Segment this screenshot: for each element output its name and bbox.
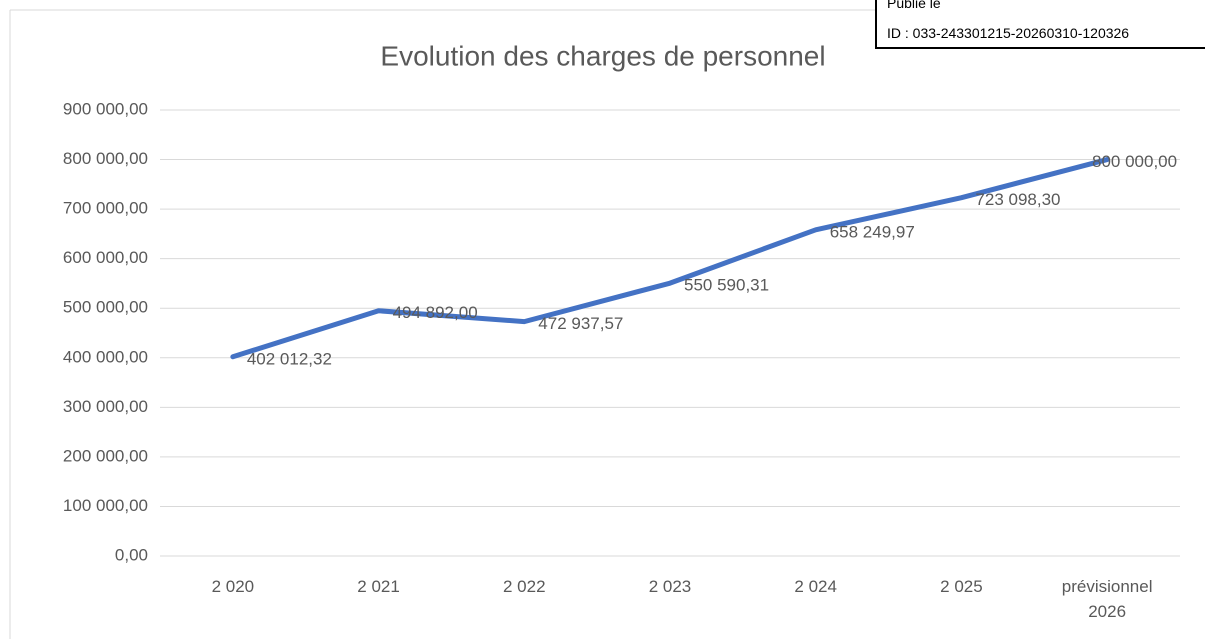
y-tick-label: 100 000,00	[63, 496, 148, 515]
chart-title: Evolution des charges de personnel	[380, 40, 825, 71]
y-tick-label: 900 000,00	[63, 99, 148, 118]
line	[230, 157, 1110, 360]
data-label: 658 249,97	[830, 222, 915, 241]
stamp-published: Publié le	[887, 0, 941, 11]
y-tick-label: 0,00	[115, 545, 148, 564]
data-label: 550 590,31	[684, 276, 769, 295]
x-tick-label: 2 020	[211, 577, 255, 596]
y-tick-label: 300 000,00	[63, 397, 148, 416]
data-label: 472 937,57	[538, 314, 623, 333]
data-label: 494 892,00	[393, 303, 478, 322]
x-tick-label: 2 023	[648, 577, 692, 596]
x-tick-label: 2 024	[794, 577, 837, 596]
x-tick-label: 2 025	[940, 577, 983, 596]
y-tick-label: 200 000,00	[63, 446, 148, 465]
data-label: 402 012,32	[247, 349, 332, 368]
x-tick-label: prévisionnel 2026	[1061, 577, 1153, 621]
data-label: 800 000,00	[1092, 152, 1177, 171]
x-tick-label: 2 021	[357, 577, 400, 596]
x-tick-label: 2 022	[503, 577, 546, 596]
stamp-id: ID : 033-243301215-20260310-120326	[887, 25, 1130, 41]
data-label: 723 098,30	[975, 190, 1060, 209]
y-tick-label: 800 000,00	[63, 149, 148, 168]
y-tick-label: 500 000,00	[63, 298, 148, 317]
y-tick-label: 700 000,00	[63, 199, 148, 218]
stamp: Publié le ID : 033-243301215-20260310-12…	[875, 0, 1205, 49]
y-tick-label: 400 000,00	[63, 347, 148, 366]
y-tick-label: 600 000,00	[63, 248, 148, 267]
